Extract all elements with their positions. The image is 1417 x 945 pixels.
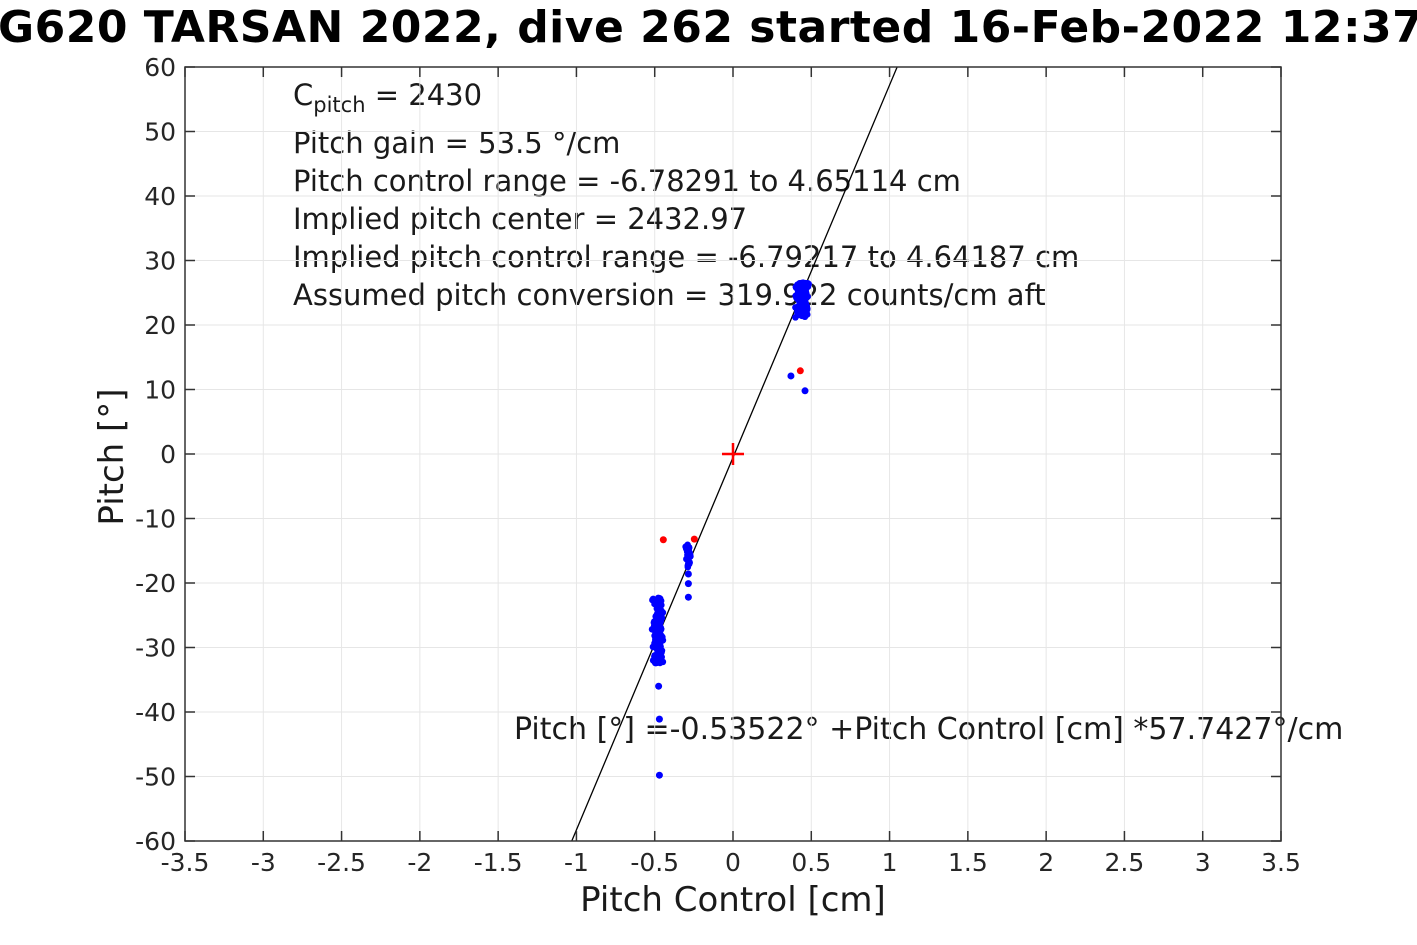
- y-tick-label: -60: [135, 827, 176, 856]
- data-point-cluster: [799, 308, 807, 315]
- data-point: [796, 367, 804, 375]
- annotation-line-cpitch: Cpitch = 2430: [293, 78, 483, 117]
- data-point: [690, 535, 698, 543]
- y-tick-label: 20: [144, 311, 176, 340]
- y-tick-label: 0: [160, 440, 176, 469]
- data-point-cluster: [651, 600, 658, 608]
- x-tick-label: 1: [882, 848, 898, 877]
- data-point: [655, 771, 663, 779]
- x-tick-label: 3.5: [1261, 848, 1301, 877]
- data-point-cluster: [652, 644, 659, 651]
- y-tick-label: 50: [144, 118, 176, 147]
- x-tick-label: -1: [564, 848, 589, 877]
- x-tick-label: 2: [1038, 848, 1054, 877]
- data-point: [655, 682, 663, 690]
- data-point-cluster: [684, 563, 692, 571]
- x-tick-label: -2: [407, 848, 432, 877]
- data-point-cluster: [684, 541, 691, 549]
- data-point-cluster: [801, 291, 808, 299]
- data-point-cluster: [796, 280, 804, 287]
- x-tick-label: 1.5: [948, 848, 988, 877]
- x-tick-label: -3: [251, 848, 276, 877]
- data-point-cluster: [655, 606, 663, 614]
- x-tick-label: -2.5: [317, 848, 366, 877]
- cpitch-subscript: pitch: [313, 92, 366, 117]
- y-tick-label: -20: [135, 569, 176, 598]
- x-tick-label: 2.5: [1105, 848, 1145, 877]
- data-point: [684, 580, 692, 588]
- x-tick-label: -1.5: [474, 848, 523, 877]
- calibration-annotation-block: Cpitch = 2430 Pitch gain = 53.5 °/cm Pit…: [293, 76, 1079, 314]
- fit-equation-text: Pitch [°] =-0.53522° +Pitch Control [cm]…: [514, 712, 1344, 747]
- x-tick-label: 0.5: [791, 848, 831, 877]
- data-point-cluster: [792, 304, 799, 311]
- data-point: [684, 593, 692, 601]
- y-tick-label: -30: [135, 634, 176, 663]
- x-tick-label: 3: [1195, 848, 1211, 877]
- x-tick-label: -0.5: [630, 848, 679, 877]
- data-point-cluster: [685, 552, 693, 560]
- data-point: [801, 387, 809, 395]
- annotation-line: Implied pitch center = 2432.97: [293, 201, 748, 236]
- x-tick-label: 0: [725, 848, 741, 877]
- data-point-cluster: [656, 633, 664, 641]
- data-point-cluster: [648, 626, 656, 633]
- annotation-line: Implied pitch control range = -6.79217 t…: [293, 239, 1080, 274]
- data-point-cluster: [649, 595, 657, 603]
- data-point-cluster: [802, 284, 809, 292]
- data-point: [787, 372, 795, 380]
- data-point-cluster: [652, 638, 659, 646]
- x-tick-label: -3.5: [161, 848, 210, 877]
- y-tick-label: 60: [144, 53, 176, 82]
- origin-plus-marker: [722, 443, 744, 465]
- data-point-cluster: [797, 296, 804, 303]
- annotation-line: Assumed pitch conversion = 319.922 count…: [293, 277, 1046, 312]
- data-point-cluster: [652, 658, 660, 666]
- y-tick-label: 30: [144, 247, 176, 276]
- data-point-cluster: [653, 653, 661, 661]
- y-tick-label: 10: [144, 376, 176, 405]
- data-point: [684, 570, 692, 578]
- y-tick-label: -10: [135, 505, 176, 534]
- y-tick-label: -50: [135, 763, 176, 792]
- data-point-cluster: [792, 292, 800, 300]
- data-point: [659, 536, 667, 544]
- y-tick-label: 40: [144, 182, 176, 211]
- data-point-cluster: [657, 597, 664, 604]
- x-axis-label: Pitch Control [cm]: [580, 880, 886, 920]
- y-tick-label: -40: [135, 698, 176, 727]
- data-point: [655, 715, 663, 723]
- figure-title: G620 TARSAN 2022, dive 262 started 16-Fe…: [0, 2, 1417, 53]
- data-point-cluster: [657, 618, 664, 626]
